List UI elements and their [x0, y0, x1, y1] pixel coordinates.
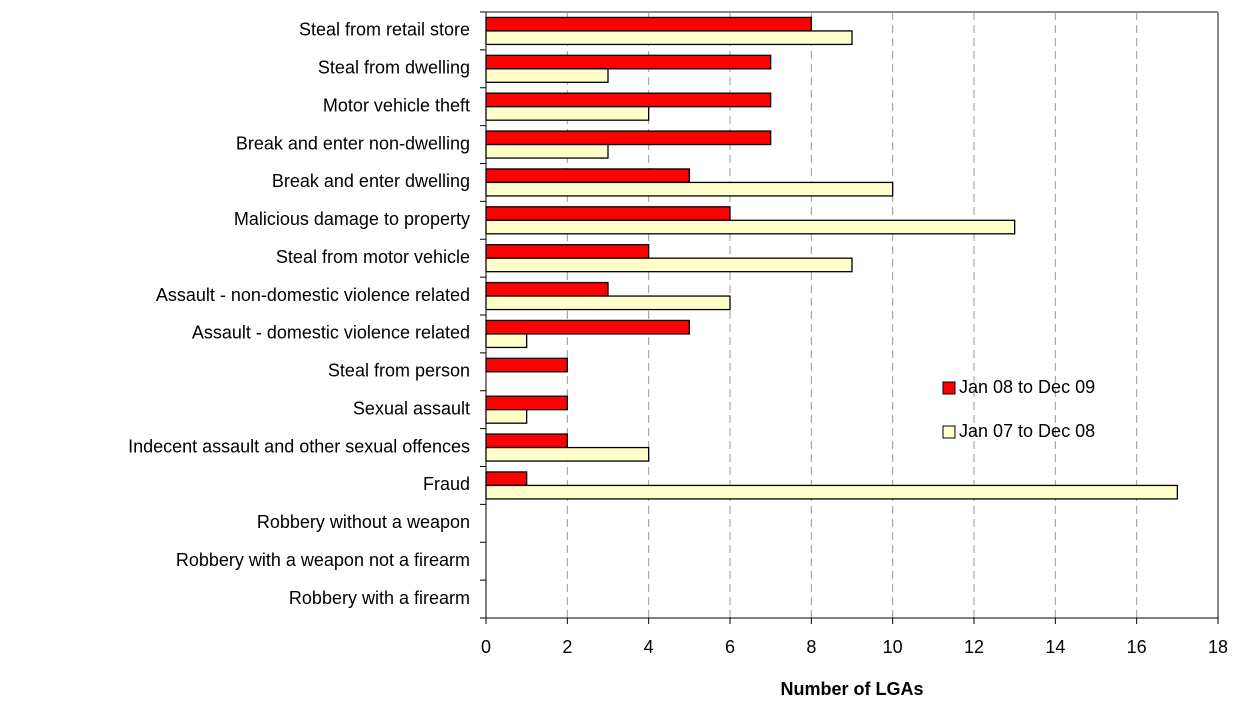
- bar: [485, 244, 650, 259]
- y-tick-label: Indecent assault and other sexual offenc…: [128, 436, 470, 456]
- bar: [485, 168, 690, 184]
- bar: [485, 106, 650, 121]
- bar: [485, 206, 731, 221]
- x-tick-label: 8: [806, 637, 816, 657]
- x-tick-label: 14: [1045, 637, 1065, 657]
- y-tick-label: Steal from dwelling: [318, 58, 470, 78]
- x-tick-label: 16: [1127, 637, 1147, 657]
- bar: [485, 333, 528, 349]
- y-tick-label: Motor vehicle theft: [323, 95, 470, 115]
- y-tick-label: Sexual assault: [353, 398, 470, 418]
- x-tick-label: 18: [1208, 637, 1228, 657]
- x-tick-label: 12: [964, 637, 984, 657]
- x-tick-label: 2: [562, 637, 572, 657]
- x-tick-label: 0: [481, 637, 491, 657]
- legend-swatch: [942, 381, 956, 395]
- y-tick-label: Steal from person: [328, 361, 470, 381]
- bar: [485, 433, 568, 449]
- bar: [485, 181, 894, 197]
- bar: [485, 68, 609, 83]
- bar: [485, 484, 1178, 500]
- y-tick-label: Break and enter dwelling: [272, 171, 470, 191]
- y-tick-label: Fraud: [423, 474, 470, 494]
- bar: [485, 130, 772, 146]
- bar: [485, 319, 690, 335]
- y-tick-label: Assault - non-domestic violence related: [156, 285, 470, 305]
- x-tick-label: 6: [725, 637, 735, 657]
- y-tick-label: Robbery with a firearm: [289, 588, 470, 608]
- y-tick-label: Steal from retail store: [299, 20, 470, 40]
- legend-label: Jan 08 to Dec 09: [959, 377, 1095, 397]
- bar: [485, 395, 568, 411]
- bar: [485, 30, 853, 46]
- bar: [485, 281, 609, 297]
- y-tick-label: Robbery without a weapon: [257, 512, 470, 532]
- bar: [485, 143, 609, 159]
- bar: [485, 219, 1016, 235]
- bar: [485, 92, 772, 108]
- bar: [485, 54, 772, 70]
- bar: [485, 257, 853, 273]
- legend-label: Jan 07 to Dec 08: [959, 421, 1095, 441]
- bar: [485, 16, 812, 32]
- bar: [485, 446, 650, 462]
- bar: [485, 357, 568, 373]
- y-tick-label: Robbery with a weapon not a firearm: [176, 550, 470, 570]
- x-axis-title: Number of LGAs: [780, 679, 923, 699]
- bar: [485, 295, 731, 311]
- bar: [485, 409, 528, 424]
- y-tick-label: Steal from motor vehicle: [276, 247, 470, 267]
- y-tick-label: Malicious damage to property: [234, 209, 470, 229]
- x-tick-label: 10: [883, 637, 903, 657]
- bar: [485, 471, 528, 487]
- y-tick-label: Break and enter non-dwelling: [236, 133, 470, 153]
- y-tick-label: Assault - domestic violence related: [192, 323, 470, 343]
- x-tick-label: 4: [644, 637, 654, 657]
- legend-swatch: [942, 425, 956, 439]
